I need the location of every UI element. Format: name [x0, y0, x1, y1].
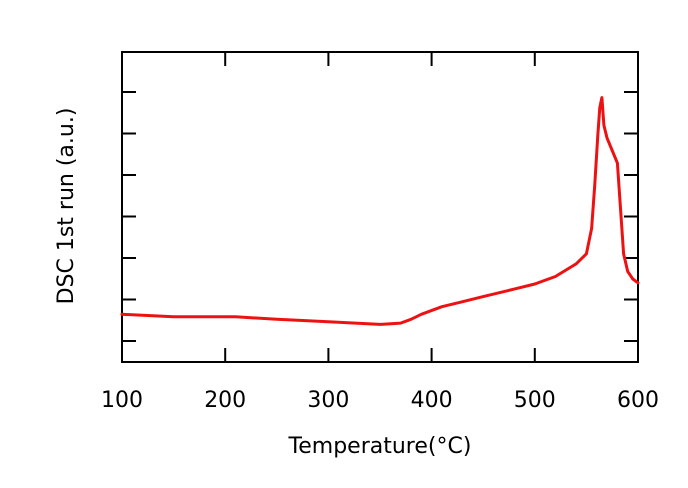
dsc-series-line: [120, 96, 640, 326]
x-tick-label: 200: [204, 388, 246, 413]
plot-border: [121, 51, 639, 363]
x-tick-label: 400: [411, 388, 453, 413]
x-tick-label: 500: [514, 388, 556, 413]
x-axis-title: Temperature(°C): [288, 434, 472, 459]
y-axis-title: DSC 1st run (a.u.): [54, 108, 79, 305]
x-tick-label: 300: [307, 388, 349, 413]
y-axis-ticks: [122, 91, 638, 342]
series-layer: [120, 96, 640, 326]
x-tick-label: 600: [617, 388, 659, 413]
plot-frame: [121, 51, 639, 363]
x-tick-label: 100: [101, 388, 143, 413]
x-axis-tick-labels: 100 200 300 400 500 600: [101, 388, 659, 413]
x-axis-ticks: [121, 52, 639, 362]
